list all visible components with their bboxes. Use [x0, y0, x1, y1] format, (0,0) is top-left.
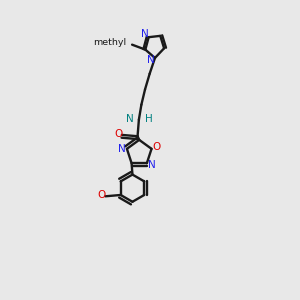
Text: N: N — [148, 160, 156, 170]
Text: O: O — [97, 190, 105, 200]
Text: H: H — [145, 114, 152, 124]
Text: O: O — [152, 142, 160, 152]
Text: methyl: methyl — [93, 38, 126, 47]
Text: N: N — [141, 29, 148, 39]
Text: O: O — [114, 129, 122, 139]
Text: N: N — [148, 56, 155, 65]
Text: N: N — [126, 114, 134, 124]
Text: N: N — [118, 144, 125, 154]
